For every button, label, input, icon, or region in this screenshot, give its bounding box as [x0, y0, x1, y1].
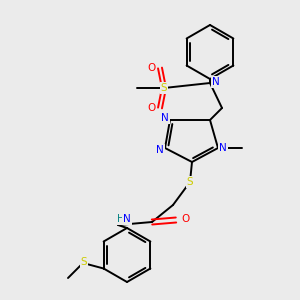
- Text: N: N: [212, 77, 220, 87]
- Text: O: O: [148, 103, 156, 113]
- Text: S: S: [187, 177, 193, 187]
- Text: S: S: [81, 257, 87, 267]
- Text: O: O: [148, 63, 156, 73]
- Text: S: S: [161, 83, 167, 93]
- Text: N: N: [161, 113, 169, 123]
- Text: O: O: [181, 214, 189, 224]
- Text: H: H: [117, 214, 125, 224]
- Text: N: N: [156, 145, 164, 155]
- Text: N: N: [123, 214, 131, 224]
- Text: N: N: [219, 143, 227, 153]
